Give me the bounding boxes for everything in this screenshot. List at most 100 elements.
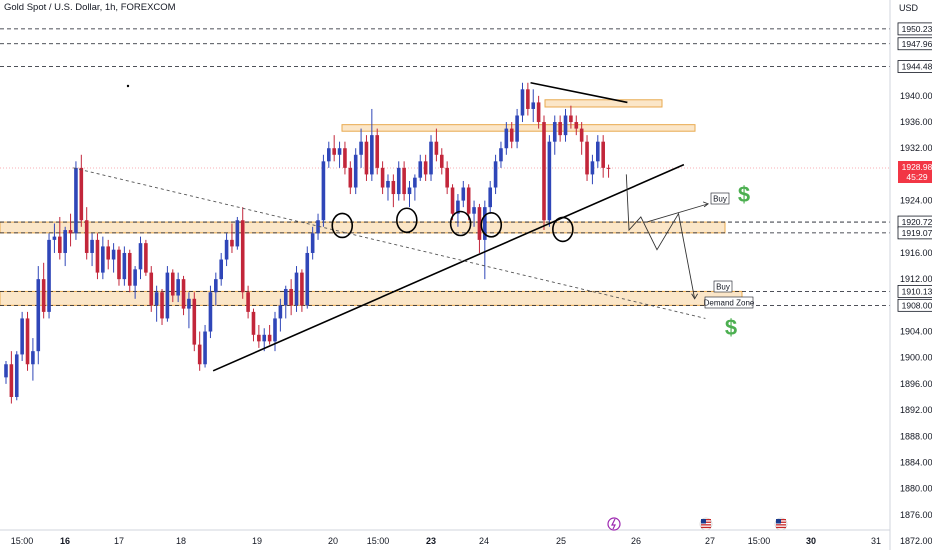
current-price-tag <box>898 161 932 183</box>
candle-body <box>423 161 428 175</box>
candle-body <box>192 298 197 345</box>
dollar-sign-lower: $ <box>725 315 737 340</box>
candle-body <box>278 305 283 319</box>
zone-resistance-top <box>544 99 663 108</box>
price-level-tag-text: 1947.96 <box>902 39 932 49</box>
buy-label-lower-box <box>713 280 733 293</box>
flag-stripe <box>701 524 711 526</box>
candle-body <box>95 239 100 273</box>
candle-body <box>127 252 132 286</box>
candle-body <box>90 239 94 253</box>
annotations-layer: Buy Buy Demand Zone $ $ <box>126 84 755 340</box>
price-level-tag-text: 1920.72 <box>902 217 932 227</box>
candle-body <box>197 344 202 365</box>
candle-body <box>466 187 471 214</box>
candle-body <box>563 115 568 136</box>
candle-body <box>111 249 116 260</box>
candle-body <box>337 148 342 155</box>
candle-body <box>63 230 67 253</box>
time-tick-label: 16 <box>60 536 70 546</box>
price-tick-label: 1936.00 <box>900 117 932 127</box>
time-tick-label: 20 <box>328 536 338 546</box>
candle-body <box>434 141 439 155</box>
candle-body <box>348 167 353 188</box>
candle-body <box>208 292 213 332</box>
price-tick-label: 1872.00 <box>900 536 932 546</box>
time-axis[interactable]: 15:00 16 17 18 19 20 15:00 23 24 25 26 27 15:00 30 31 <box>0 517 890 546</box>
candle-body <box>353 154 358 188</box>
price-level-tag-text: 1910.13 <box>902 286 932 296</box>
candle-body <box>4 364 8 378</box>
candle-body <box>138 243 143 270</box>
top-trendline <box>530 81 628 104</box>
arrowhead <box>702 201 710 208</box>
candle-body <box>240 220 245 293</box>
candle-body <box>106 246 111 260</box>
candle-body <box>380 167 385 188</box>
candle-body <box>187 298 191 309</box>
flag-stripe <box>776 526 786 529</box>
candle-body <box>450 187 455 214</box>
candle-body <box>149 272 154 306</box>
current-price-countdown: 45:29 <box>906 172 928 182</box>
support-trendline <box>212 163 685 372</box>
candle-body <box>310 233 315 253</box>
candle-body <box>52 236 57 240</box>
buy-label-upper: Buy <box>713 195 727 204</box>
price-level-tag-text: 1919.07 <box>902 228 932 238</box>
demand-zone-label: Demand Zone <box>704 299 755 308</box>
candle-body <box>181 279 186 309</box>
candle-body <box>520 89 525 116</box>
time-tick-label: 24 <box>479 536 489 546</box>
candle-body <box>165 272 170 319</box>
price-level-tag-text: 1944.48 <box>902 62 932 72</box>
candle-body <box>590 161 595 175</box>
candle-body <box>370 135 374 175</box>
candle-body <box>47 239 51 312</box>
candle-body <box>531 102 536 109</box>
us-flag-icon <box>774 517 788 531</box>
candle-body <box>68 230 73 234</box>
candle-body <box>472 207 476 214</box>
flag-stripe <box>776 524 786 526</box>
candle-body <box>407 187 412 195</box>
candle-body <box>536 102 541 123</box>
candle-body <box>596 141 600 162</box>
flag-canton <box>701 519 706 524</box>
zones-layer <box>0 99 743 306</box>
candle-body <box>418 161 423 178</box>
time-tick-label: 26 <box>631 536 641 546</box>
price-level-tag-text: 1908.00 <box>902 300 932 310</box>
arrowhead <box>691 293 699 300</box>
candle-body <box>375 135 380 168</box>
candle-body <box>36 279 41 352</box>
demand-zone-label-box <box>704 296 754 309</box>
candle-body <box>402 167 406 195</box>
lightning-icon-ring <box>607 517 621 531</box>
price-level-tag <box>897 284 932 298</box>
candle-body <box>364 141 369 175</box>
candle-body <box>235 220 240 247</box>
dollar-sign-upper: $ <box>738 182 750 207</box>
dashed-descending-line <box>73 167 706 319</box>
price-tick-label: 1940.00 <box>900 91 932 101</box>
price-level-tag <box>897 22 932 36</box>
price-level-tag-text: 1950.23 <box>902 24 932 34</box>
candle-body <box>14 354 19 397</box>
candle-body <box>117 249 121 280</box>
candle-body <box>41 279 46 312</box>
price-tick-label: 1916.00 <box>900 248 932 258</box>
candle-body <box>170 272 175 296</box>
candle-body <box>20 318 24 355</box>
candle-body <box>327 148 331 162</box>
candle-body <box>214 279 218 293</box>
candle-body <box>84 220 89 253</box>
candle-body <box>58 236 62 253</box>
symbol-title-text: Gold Spot / U.S. Dollar, 1h, FOREXCOM <box>4 2 176 13</box>
candle-body <box>289 288 293 306</box>
candle-body <box>25 318 30 365</box>
candle-body <box>477 207 482 240</box>
price-axis[interactable]: USD 1872.00 1876.00 1880.00 1884.00 1888.00 18… <box>889 0 932 550</box>
flag-stripe <box>701 526 711 529</box>
